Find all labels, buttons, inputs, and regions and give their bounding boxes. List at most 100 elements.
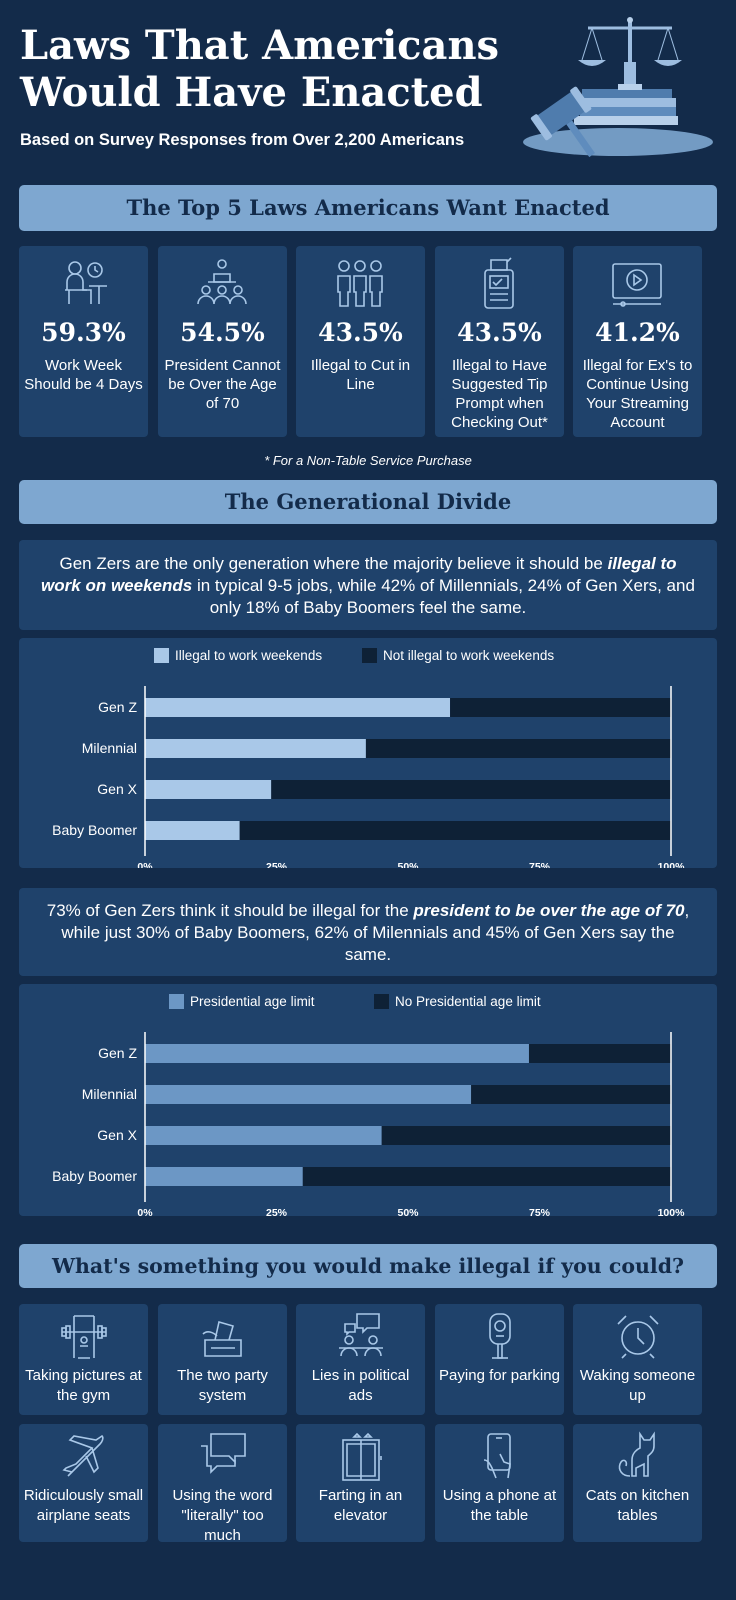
emphasis: president to be over the age of 70 (413, 901, 685, 920)
tip-terminal-icon (484, 257, 514, 309)
podium-icon (197, 259, 247, 305)
x-tick-label: 0% (137, 861, 153, 868)
intro-weekends: Gen Zers are the only generation where t… (19, 540, 717, 630)
answer-card: Farting in an elevator (296, 1424, 425, 1542)
answer-card: Using a phone at the table (435, 1424, 564, 1542)
answer-label: The two party system (177, 1367, 268, 1404)
question-banner: What's something you would make illegal … (19, 1244, 717, 1288)
top5-label: Illegal to Cut in Line (310, 357, 411, 393)
answer-label: Farting in an elevator (318, 1487, 403, 1524)
top5-card: 41.2% Illegal for Ex's to Continue Using… (573, 246, 702, 437)
top5-value: 43.5% (457, 318, 542, 347)
airplane-icon (62, 1434, 104, 1477)
bar-yes (145, 1085, 472, 1104)
bar-no (239, 821, 671, 840)
answer-label: Paying for parking (439, 1367, 560, 1384)
category-label: Gen Z (98, 1045, 137, 1061)
bar-no (471, 1085, 671, 1104)
top5-value: 54.5% (180, 318, 265, 347)
alarm-clock-icon (617, 1315, 659, 1359)
top5-label: Illegal to Have Suggested Tip Prompt whe… (451, 357, 548, 431)
top5-card: 43.5% Illegal to Have Suggested Tip Prom… (435, 246, 564, 437)
answer-card: Cats on kitchen tables (573, 1424, 702, 1542)
x-tick-label: 25% (266, 1207, 288, 1216)
x-tick-label: 50% (397, 1207, 419, 1216)
answer-card: Using the word "literally" too much (158, 1424, 287, 1544)
x-tick-label: 75% (529, 1207, 551, 1216)
page-subtitle: Based on Survey Responses from Over 2,20… (20, 131, 465, 149)
emphasis: illegal to work on weekends (41, 554, 677, 595)
streaming-icon (612, 263, 662, 307)
speech-bubbles-icon (201, 1433, 246, 1474)
page-title: Laws That Americans Would Have Enacted (20, 22, 500, 116)
bar-no (365, 739, 671, 758)
answer-card: The two party system (158, 1304, 287, 1415)
category-label: Milennial (82, 1086, 137, 1102)
bar-no (450, 698, 671, 717)
answer-label: Lies in political ads (311, 1367, 410, 1404)
answer-label: Using the word "literally" too much (172, 1487, 273, 1544)
legend-swatch (374, 994, 389, 1009)
answer-card: Paying for parking (435, 1304, 564, 1415)
answer-label: Ridiculously small airplane seats (23, 1487, 144, 1524)
category-label: Baby Boomer (52, 1168, 137, 1184)
chart-president: Presidential age limit No Presidential ag… (19, 984, 717, 1216)
bar-yes (145, 698, 451, 717)
bar-no (271, 780, 671, 799)
legend-swatch (154, 648, 169, 663)
answer-card: Lies in political ads (296, 1304, 425, 1415)
top5-banner: The Top 5 Laws Americans Want Enacted (19, 185, 717, 231)
bar-yes (145, 780, 272, 799)
top5-label: Illegal for Ex's to Continue Using Your … (582, 357, 693, 431)
bar-yes (145, 1126, 382, 1145)
bar-no (302, 1167, 671, 1186)
top5-card: 43.5% Illegal to Cut in Line (296, 246, 425, 437)
phone-hand-icon (483, 1433, 511, 1479)
cat-icon (618, 1431, 655, 1477)
answer-label: Taking pictures at the gym (25, 1367, 142, 1404)
bar-no (381, 1126, 671, 1145)
x-tick-label: 50% (397, 861, 419, 868)
bar-yes (145, 821, 240, 840)
x-tick-label: 0% (137, 1207, 153, 1216)
divide-banner: The Generational Divide (19, 480, 717, 524)
desk-worker-icon (65, 261, 107, 304)
category-label: Milennial (82, 740, 137, 756)
category-label: Gen X (97, 781, 137, 797)
bar-yes (145, 1167, 303, 1186)
legend-label: Presidential age limit (190, 994, 315, 1009)
answer-card: Waking someone up (573, 1304, 702, 1415)
top5-value: 59.3% (41, 318, 126, 347)
category-label: Gen Z (98, 699, 137, 715)
weekends-bar-chart: Illegal to work weekends Not illegal to w… (52, 648, 686, 868)
gym-icon (61, 1315, 107, 1359)
footnote: * For a Non-Table Service Purchase (264, 453, 472, 468)
top5-value: 41.2% (595, 318, 680, 347)
x-tick-label: 25% (266, 861, 288, 868)
queue-icon (337, 260, 383, 307)
president-bar-chart: Presidential age limit No Presidential ag… (52, 994, 686, 1216)
top5-value: 43.5% (318, 318, 403, 347)
top5-card: 59.3% Work Week Should be 4 Days (19, 246, 148, 437)
x-tick-label: 100% (658, 861, 686, 868)
bar-no (528, 1044, 671, 1063)
legend-label: Not illegal to work weekends (383, 648, 554, 663)
category-label: Baby Boomer (52, 822, 137, 838)
category-label: Gen X (97, 1127, 137, 1143)
elevator-icon (342, 1432, 382, 1481)
legend-label: Illegal to work weekends (175, 648, 322, 663)
top5-label: President Cannot be Over the Age of 70 (164, 357, 281, 412)
chart-weekends: Illegal to work weekends Not illegal to w… (19, 638, 717, 868)
intro-president: 73% of Gen Zers think it should be illeg… (19, 888, 717, 976)
x-tick-label: 100% (658, 1207, 686, 1216)
top5-card: 54.5% President Cannot be Over the Age o… (158, 246, 287, 437)
x-tick-label: 75% (529, 861, 551, 868)
bar-yes (145, 1044, 529, 1063)
debate-icon (339, 1313, 383, 1357)
answer-label: Using a phone at the table (442, 1487, 557, 1524)
answer-label: Cats on kitchen tables (585, 1487, 690, 1524)
justice-scales-gavel-icon (523, 17, 713, 158)
top5-label: Work Week Should be 4 Days (24, 357, 143, 393)
parking-meter-icon (489, 1313, 511, 1359)
legend-label: No Presidential age limit (395, 994, 541, 1009)
